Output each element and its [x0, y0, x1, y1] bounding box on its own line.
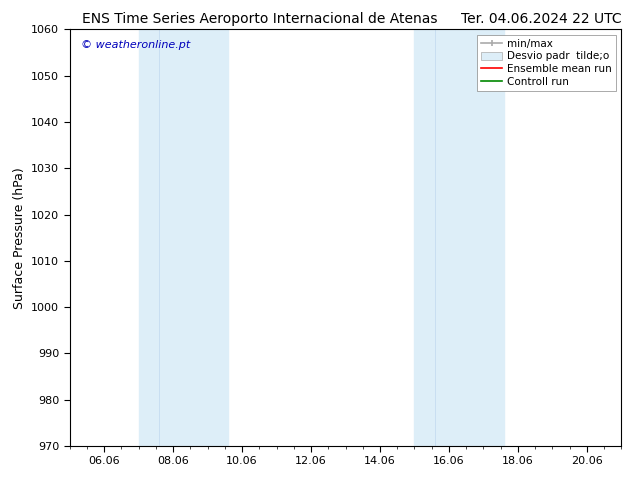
- Bar: [159, 29, 228, 446]
- Bar: [415, 29, 435, 446]
- Legend: min/max, Desvio padr  tilde;o, Ensemble mean run, Controll run: min/max, Desvio padr tilde;o, Ensemble m…: [477, 35, 616, 91]
- Text: ENS Time Series Aeroporto Internacional de Atenas: ENS Time Series Aeroporto Internacional …: [82, 12, 438, 26]
- Y-axis label: Surface Pressure (hPa): Surface Pressure (hPa): [13, 167, 25, 309]
- Text: Ter. 04.06.2024 22 UTC: Ter. 04.06.2024 22 UTC: [461, 12, 621, 26]
- Text: © weatheronline.pt: © weatheronline.pt: [81, 40, 190, 50]
- Bar: [139, 29, 159, 446]
- Bar: [435, 29, 504, 446]
